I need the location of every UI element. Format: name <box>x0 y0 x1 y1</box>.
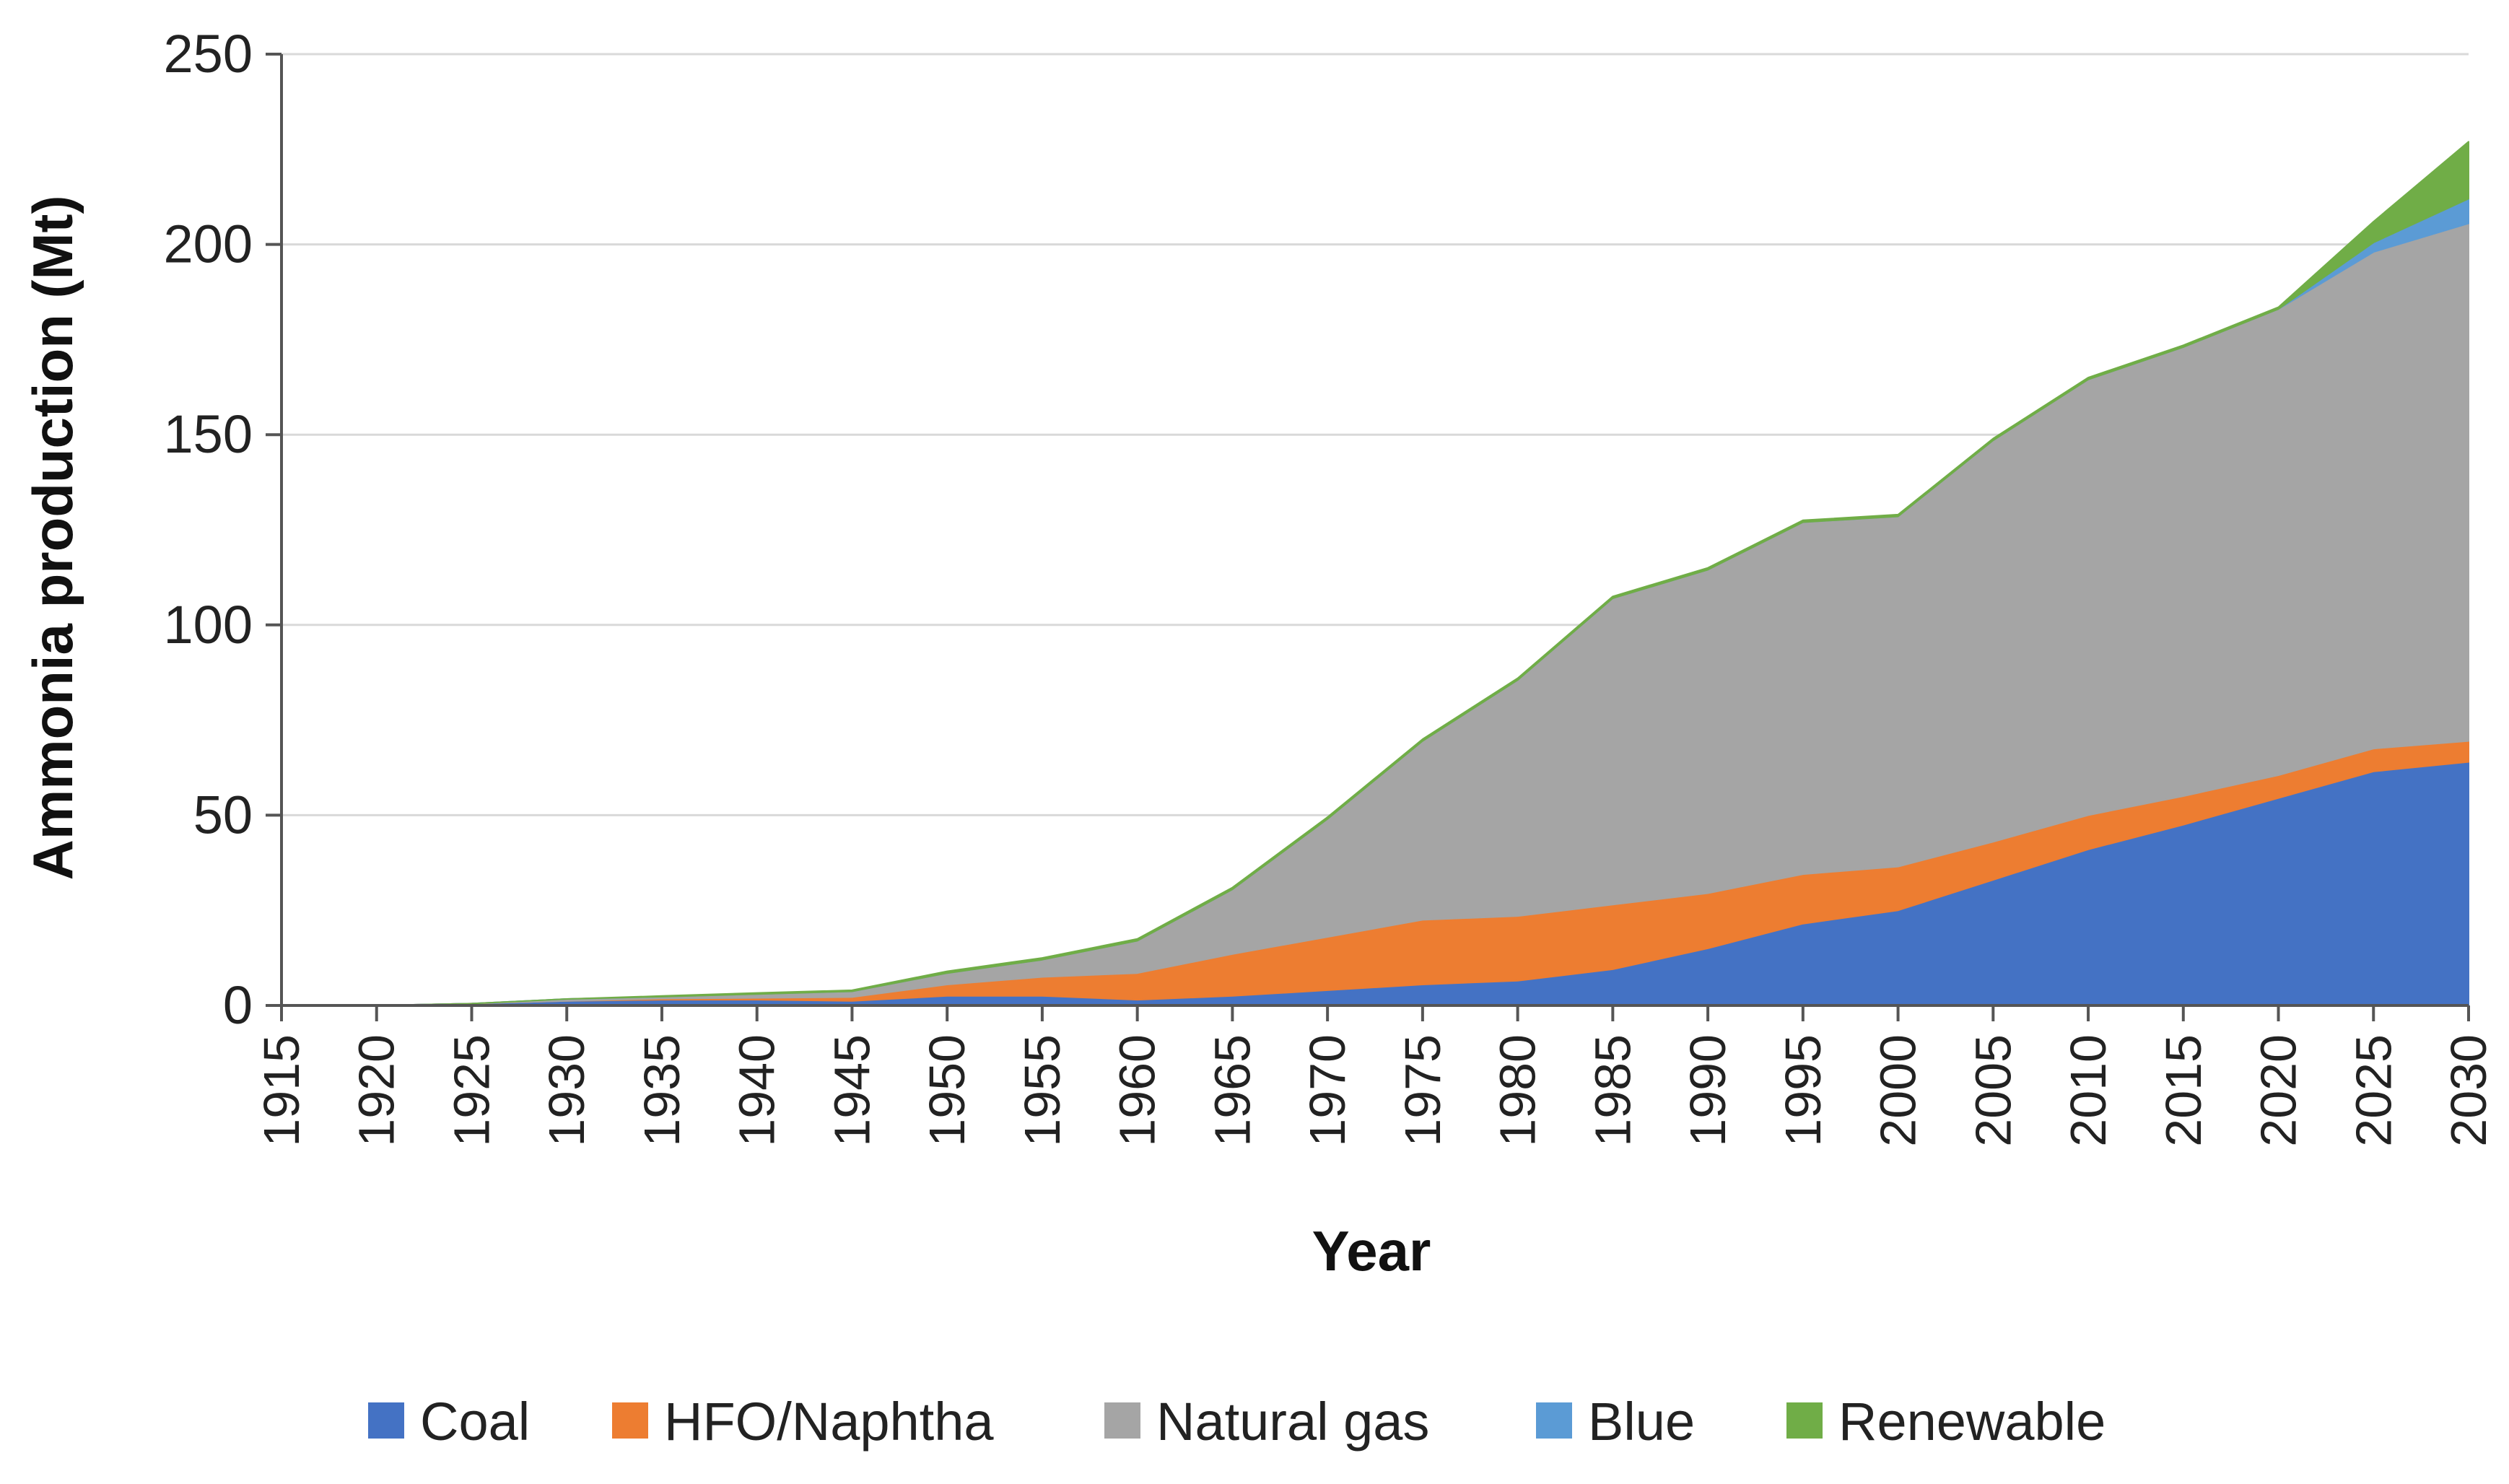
x-tick-label: 1935 <box>634 1034 690 1147</box>
legend-label: HFO/Naphtha <box>664 1392 994 1452</box>
x-tick-label: 1930 <box>538 1034 595 1147</box>
x-tick-label: 1915 <box>253 1034 310 1147</box>
y-tick-label: 150 <box>164 404 253 464</box>
axes <box>266 53 2470 1021</box>
legend-label: Coal <box>420 1392 530 1452</box>
x-tick-label: 1985 <box>1584 1034 1641 1147</box>
legend-swatch-hfo-naphtha <box>612 1402 648 1439</box>
legend-swatch-blue <box>1536 1402 1572 1439</box>
legend-label: Blue <box>1588 1392 1695 1452</box>
x-tick-label: 1955 <box>1014 1034 1070 1147</box>
legend-swatch-renewable <box>1786 1402 1823 1439</box>
x-tick-labels: 1915 1920 1925 1930 1935 1940 1945 1950 1955 1960… <box>253 1034 2497 1147</box>
y-axis-title: Ammonia production (Mt) <box>21 196 84 881</box>
x-tick-label: 2000 <box>1870 1034 1927 1147</box>
y-tick-label: 100 <box>164 595 253 655</box>
x-tick-label: 1945 <box>824 1034 880 1147</box>
y-tick-label: 0 <box>223 975 253 1035</box>
x-tick-label: 1990 <box>1680 1034 1736 1147</box>
y-tick-labels: 0 50 100 150 200 250 <box>164 24 253 1035</box>
legend-swatch-natural-gas <box>1104 1402 1140 1439</box>
x-tick-label: 1980 <box>1490 1034 1546 1147</box>
x-tick-label: 1940 <box>729 1034 785 1147</box>
x-tick-label: 2005 <box>1965 1034 2021 1147</box>
x-tick-label: 2025 <box>2345 1034 2401 1147</box>
x-tick-label: 2010 <box>2060 1034 2116 1147</box>
x-tick-label: 2020 <box>2251 1034 2307 1147</box>
y-tick-label: 250 <box>164 24 253 84</box>
legend-label: Natural gas <box>1156 1392 1429 1452</box>
x-tick-label: 1975 <box>1395 1034 1451 1147</box>
legend: Coal HFO/Naphtha Natural gas Blue Renewable <box>368 1392 2106 1452</box>
x-tick-label: 2030 <box>2440 1034 2497 1147</box>
legend-swatch-coal <box>368 1402 404 1439</box>
x-tick-label: 1950 <box>919 1034 975 1147</box>
y-tick-label: 200 <box>164 214 253 274</box>
y-tick-label: 50 <box>193 785 253 844</box>
x-tick-label: 2015 <box>2155 1034 2212 1147</box>
plot-areas <box>281 141 2469 1006</box>
x-tick-label: 1960 <box>1109 1034 1166 1147</box>
x-tick-label: 1965 <box>1204 1034 1260 1147</box>
x-tick-label: 1925 <box>444 1034 500 1147</box>
legend-label: Renewable <box>1838 1392 2106 1452</box>
x-tick-label: 1970 <box>1299 1034 1356 1147</box>
x-tick-label: 1920 <box>349 1034 405 1147</box>
x-axis-title: Year <box>1312 1219 1431 1283</box>
area-renewable <box>281 141 2469 1006</box>
x-tick-label: 1995 <box>1775 1034 1831 1147</box>
